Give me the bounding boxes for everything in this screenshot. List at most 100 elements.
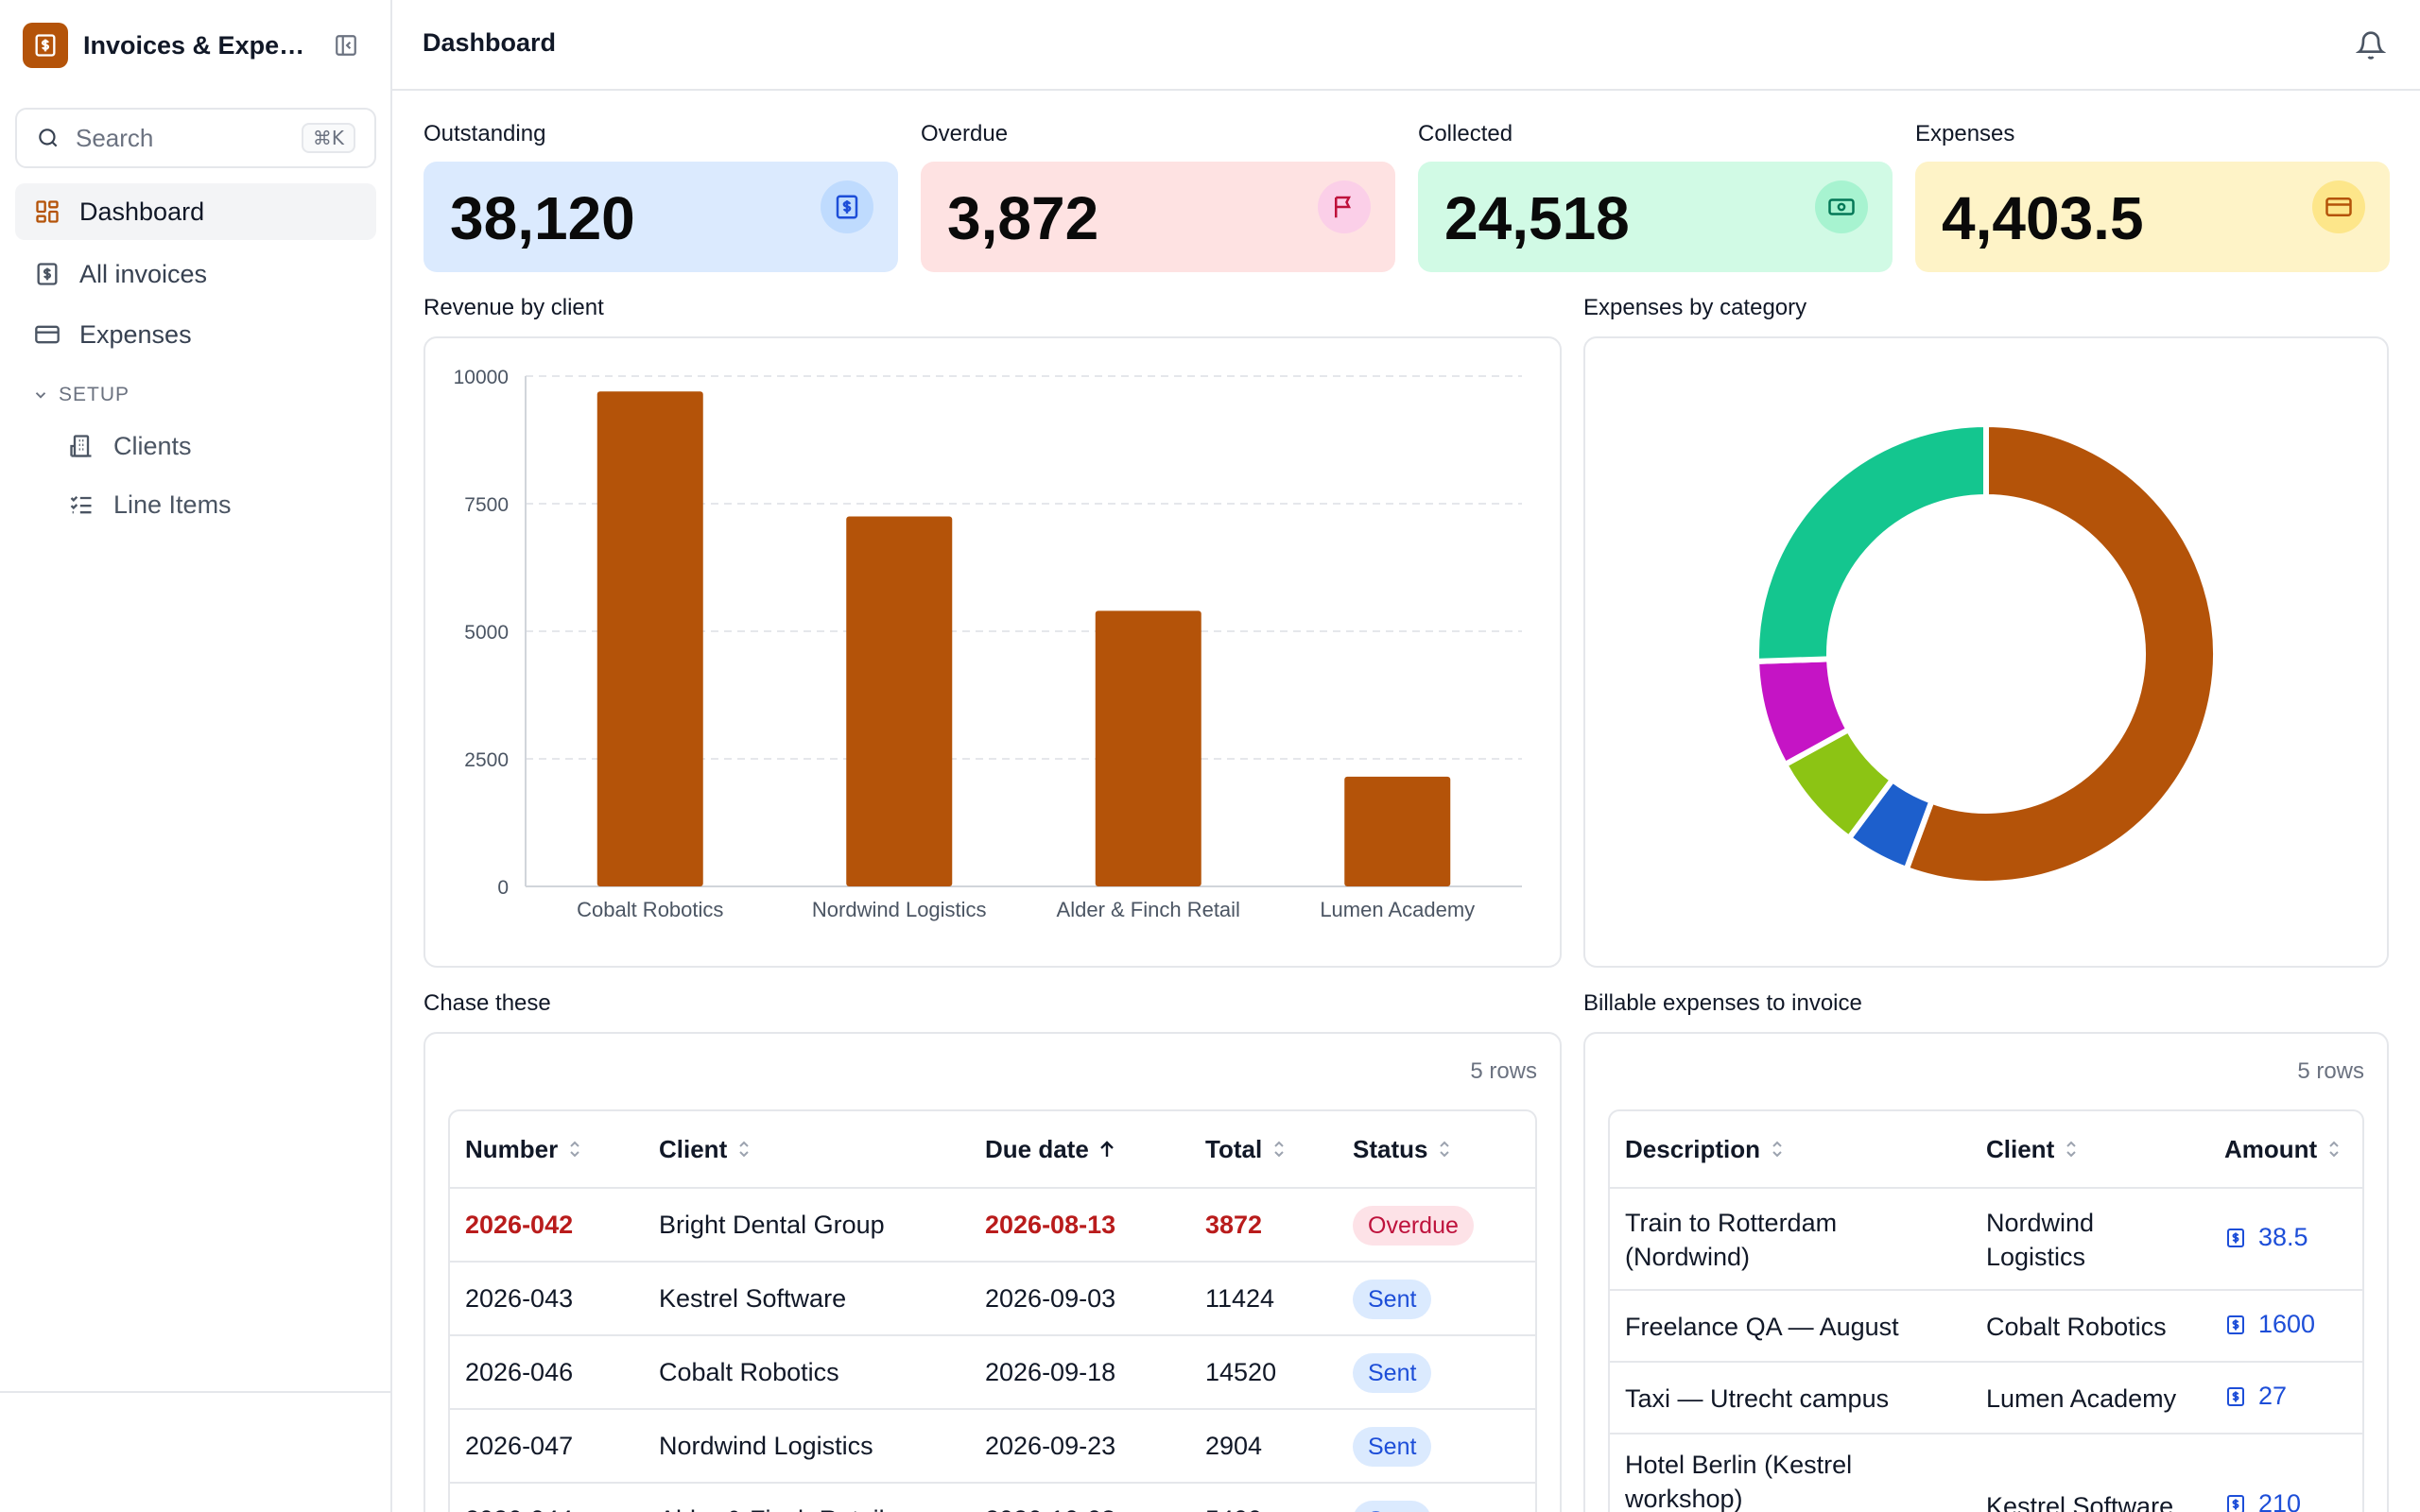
cell-due-date: 2026-10-08: [985, 1503, 1115, 1512]
cell-number[interactable]: 2026-042: [465, 1211, 574, 1239]
sidebar-item-label: Clients: [113, 431, 192, 460]
kpi-value: 38,120: [450, 184, 635, 252]
sidebar-header: Invoices & Expen...: [0, 0, 390, 91]
kpi-card-collected: 24,518: [1418, 162, 1893, 272]
amount-value: 27: [2258, 1382, 2288, 1410]
kpi-label-expenses: Expenses: [1915, 121, 2015, 146]
kpi-card-overdue: 3,872: [921, 162, 1395, 272]
y-tick-label: 7500: [464, 494, 509, 516]
cell-line: (Nordwind): [1625, 1243, 1751, 1271]
sidebar-item-label: Expenses: [79, 319, 192, 349]
sidebar: Invoices & Expen... Search ⌘K Dashboard …: [0, 0, 392, 1512]
row-divider: [450, 1334, 1535, 1336]
invoice-icon: [37, 263, 58, 285]
column-header-description[interactable]: Description: [1625, 1111, 1785, 1187]
cell-line: Taxi — Utrecht campus: [1625, 1384, 1890, 1413]
amount-value: 1600: [2258, 1310, 2316, 1338]
cell-description: Taxi — Utrecht campus: [1625, 1382, 1889, 1416]
kpi-card-expenses: 4,403.5: [1915, 162, 2390, 272]
cell-number[interactable]: 2026-047: [465, 1432, 574, 1460]
column-header-status[interactable]: Status: [1353, 1111, 1452, 1187]
cell-description: Hotel Berlin (Kestrel workshop): [1625, 1448, 1852, 1512]
revenue-bar-chart: 0 2500 5000 7500 10000 Cobalt Robotics Nordwin…: [454, 367, 1522, 921]
cell-amount[interactable]: 38.5: [2224, 1223, 2308, 1252]
table-row[interactable]: 2026-042 Bright Dental Group 2026-08-13 387…: [450, 1189, 1535, 1263]
amount-value: 210: [2258, 1489, 2302, 1512]
column-header-label: Client: [1986, 1134, 2055, 1163]
cell-description: Train to Rotterdam (Nordwind): [1625, 1206, 1837, 1274]
sidebar-section-setup[interactable]: SETUP: [32, 384, 130, 406]
cell-number[interactable]: 2026-046: [465, 1358, 574, 1386]
sort-ascending-icon: [1099, 1141, 1114, 1157]
collapse-sidebar-button[interactable]: [331, 30, 361, 60]
table-row[interactable]: Train to Rotterdam (Nordwind) Nordwind Logi…: [1610, 1189, 2362, 1291]
search-input[interactable]: Search ⌘K: [15, 108, 376, 168]
kpi-icon-badge: [1318, 180, 1371, 233]
cell-number[interactable]: 2026-044: [465, 1503, 573, 1512]
sidebar-item-clients[interactable]: Clients: [49, 420, 376, 472]
table-row[interactable]: 2026-044 Alder & Finch Retail 2026-10-08 54…: [450, 1484, 1535, 1512]
table-row[interactable]: Hotel Berlin (Kestrel workshop) Kestrel So…: [1610, 1435, 2362, 1512]
table-row[interactable]: 2026-047 Nordwind Logistics 2026-09-23 2904…: [450, 1410, 1535, 1484]
app-title: Invoices & Expen...: [83, 31, 310, 60]
column-header-client[interactable]: Client: [659, 1111, 752, 1187]
cell-client: Nordwind Logistics: [659, 1432, 873, 1460]
kpi-card-outstanding: 38,120: [424, 162, 898, 272]
cell-client: Nordwind Logistics: [1986, 1206, 2094, 1274]
revenue-chart-title: Revenue by client: [424, 295, 604, 320]
column-header-amount[interactable]: Amount: [2224, 1111, 2342, 1187]
donut-slice[interactable]: [1903, 421, 2219, 886]
bar[interactable]: [1095, 610, 1201, 886]
donut-slice[interactable]: [1754, 421, 1989, 664]
table-row[interactable]: 2026-046 Cobalt Robotics 2026-09-18 14520 Se…: [450, 1336, 1535, 1410]
sidebar-item-all-invoices[interactable]: All invoices: [15, 246, 376, 302]
billable-table-title: Billable expenses to invoice: [1583, 990, 1862, 1016]
column-header-total[interactable]: Total: [1205, 1111, 1287, 1187]
cell-description: Freelance QA — August: [1625, 1310, 1899, 1344]
chevron-down-icon: [35, 392, 46, 399]
cell-amount[interactable]: 27: [2224, 1382, 2287, 1411]
kpi-value: 4,403.5: [1942, 184, 2144, 252]
cell-total: 11424: [1205, 1284, 1275, 1313]
cell-amount[interactable]: 210: [2224, 1489, 2301, 1512]
cell-number[interactable]: 2026-043: [465, 1284, 574, 1313]
dollar-document-icon: [2227, 1386, 2244, 1406]
column-header-due-date[interactable]: Due date: [985, 1111, 1115, 1187]
kpi-label-outstanding: Outstanding: [424, 121, 546, 146]
credit-card-icon: [35, 325, 60, 344]
cell-client: Kestrel Software: [1986, 1489, 2173, 1512]
bar[interactable]: [846, 516, 953, 887]
cell-line: Lumen Academy: [1986, 1384, 2177, 1413]
kpi-icon-badge: [1815, 180, 1868, 233]
sidebar-item-label: All invoices: [79, 259, 208, 288]
cell-client: Bright Dental Group: [659, 1211, 885, 1239]
bell-icon: [2356, 31, 2386, 60]
bar[interactable]: [596, 391, 703, 886]
chase-table-title: Chase these: [424, 990, 551, 1016]
sidebar-item-dashboard[interactable]: Dashboard: [15, 183, 376, 240]
top-bar: Dashboard: [392, 0, 2420, 91]
row-divider: [1610, 1289, 2362, 1291]
cell-total: 2904: [1205, 1432, 1263, 1460]
notifications-button[interactable]: [2352, 26, 2390, 64]
status-badge: Sent: [1353, 1501, 1432, 1512]
sort-icon: [1274, 1141, 1284, 1158]
building-icon: [70, 435, 92, 457]
kpi-icon-badge: [821, 180, 873, 233]
table-row[interactable]: Taxi — Utrecht campus Lumen Academy 27: [1610, 1363, 2362, 1435]
cell-due-date: 2026-09-23: [985, 1432, 1116, 1460]
cell-amount[interactable]: 1600: [2224, 1310, 2315, 1339]
table-row[interactable]: Freelance QA — August Cobalt Robotics 1600: [1610, 1291, 2362, 1363]
sidebar-item-line-items[interactable]: Line Items: [49, 478, 376, 531]
bar[interactable]: [1344, 776, 1451, 886]
column-header-number[interactable]: Number: [465, 1111, 582, 1187]
sidebar-item-expenses[interactable]: Expenses: [15, 306, 376, 363]
billable-table-panel: 5 rows Description Client Amount Train t…: [1583, 1032, 2389, 1512]
dollar-document-icon: [2227, 1314, 2244, 1334]
column-header-label: Status: [1353, 1134, 1428, 1163]
table-row[interactable]: 2026-043 Kestrel Software 2026-09-03 11424 S…: [450, 1263, 1535, 1336]
kpi-icon-badge: [2312, 180, 2365, 233]
cell-total: 3872: [1205, 1211, 1263, 1239]
column-header-client[interactable]: Client: [1986, 1111, 2079, 1187]
banknote-icon: [1828, 198, 1855, 215]
